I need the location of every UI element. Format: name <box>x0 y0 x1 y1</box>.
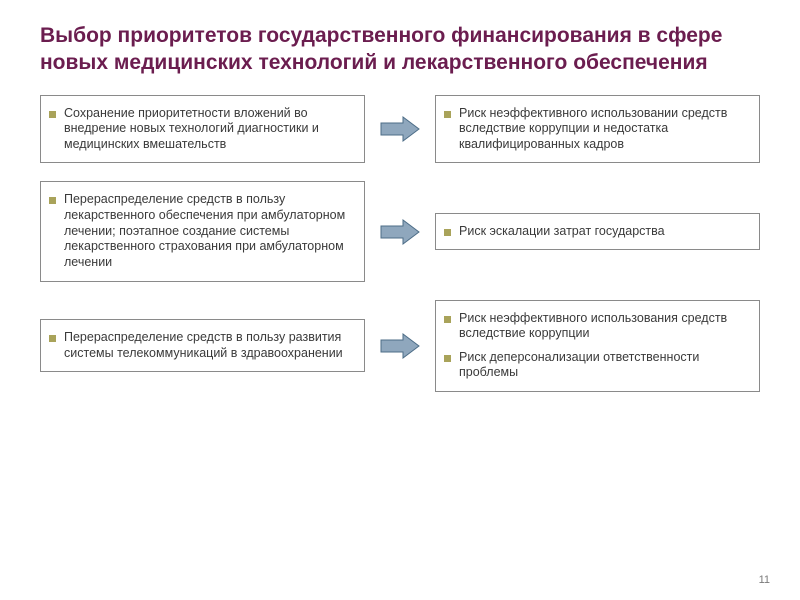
bullet-text: Риск неэффективного использования средст… <box>459 311 747 342</box>
bullet-item: Риск деперсонализации ответственности пр… <box>444 350 747 381</box>
bullet-text: Риск эскалации затрат государства <box>459 224 665 240</box>
slide: Выбор приоритетов государственного финан… <box>0 0 800 600</box>
bullet-item: Риск неэффективного использования средст… <box>444 311 747 342</box>
arrow-icon <box>379 114 421 144</box>
left-box: Сохранение приоритетности вложений во вн… <box>40 95 365 164</box>
diagram-rows: Сохранение приоритетности вложений во вн… <box>40 95 760 393</box>
diagram-row: Перераспределение средств в пользу лекар… <box>40 181 760 281</box>
bullet-item: Перераспределение средств в пользу разви… <box>49 330 352 361</box>
bullet-item: Риск неэффективного использовании средст… <box>444 106 747 153</box>
bullet-text: Перераспределение средств в пользу лекар… <box>64 192 352 270</box>
bullet-text: Риск неэффективного использовании средст… <box>459 106 747 153</box>
right-box: Риск неэффективного использовании средст… <box>435 95 760 164</box>
bullet-icon <box>444 229 451 236</box>
bullet-icon <box>444 316 451 323</box>
bullet-item: Сохранение приоритетности вложений во вн… <box>49 106 352 153</box>
bullet-text: Риск деперсонализации ответственности пр… <box>459 350 747 381</box>
bullet-icon <box>444 111 451 118</box>
bullet-text: Перераспределение средств в пользу разви… <box>64 330 352 361</box>
arrow-icon <box>379 217 421 247</box>
right-box: Риск неэффективного использования средст… <box>435 300 760 393</box>
bullet-icon <box>444 355 451 362</box>
arrow-icon <box>379 331 421 361</box>
bullet-icon <box>49 111 56 118</box>
slide-title: Выбор приоритетов государственного финан… <box>40 22 760 77</box>
bullet-icon <box>49 197 56 204</box>
diagram-row: Сохранение приоритетности вложений во вн… <box>40 95 760 164</box>
arrow <box>379 217 421 247</box>
right-box: Риск эскалации затрат государства <box>435 213 760 251</box>
left-box: Перераспределение средств в пользу лекар… <box>40 181 365 281</box>
bullet-item: Перераспределение средств в пользу лекар… <box>49 192 352 270</box>
bullet-icon <box>49 335 56 342</box>
bullet-text: Сохранение приоритетности вложений во вн… <box>64 106 352 153</box>
page-number: 11 <box>759 574 770 586</box>
arrow <box>379 114 421 144</box>
diagram-row: Перераспределение средств в пользу разви… <box>40 300 760 393</box>
bullet-item: Риск эскалации затрат государства <box>444 224 747 240</box>
arrow <box>379 331 421 361</box>
left-box: Перераспределение средств в пользу разви… <box>40 319 365 372</box>
